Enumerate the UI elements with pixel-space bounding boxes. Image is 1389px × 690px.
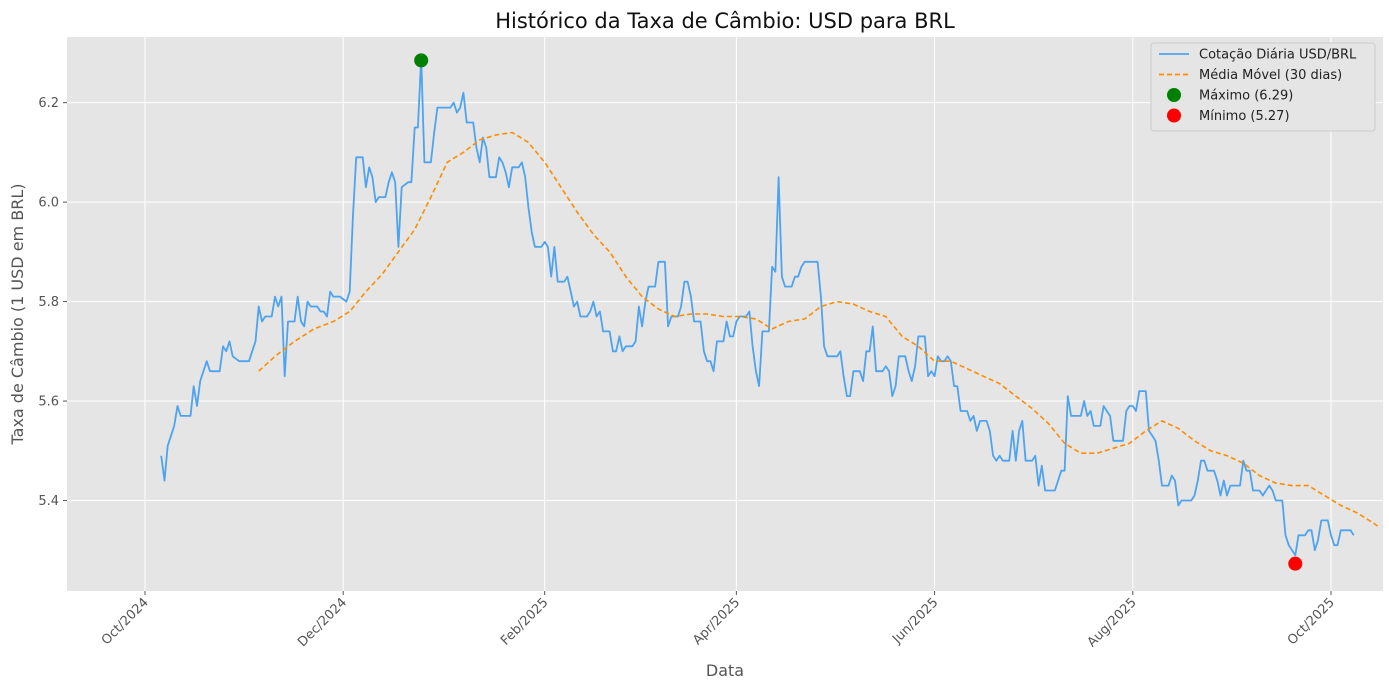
legend-swatch-max (1167, 88, 1181, 102)
y-tick-label: 5.8 (38, 295, 59, 310)
markers-layer (414, 53, 1303, 571)
y-tick-label: 5.6 (38, 395, 59, 410)
series-daily-rate-line (160, 57, 1355, 557)
legend-swatch-min (1167, 108, 1181, 123)
legend-label-min: Mínimo (5.27) (1199, 109, 1290, 124)
y-tick-label: 5.4 (38, 494, 59, 509)
legend-label-daily: Cotação Diária USD/BRL (1199, 48, 1357, 63)
max-point-marker (414, 53, 429, 68)
series-layer (160, 57, 1381, 557)
min-point-marker (1288, 556, 1303, 571)
x-axis-label: Data (706, 661, 744, 680)
y-axis-label: Taxa de Câmbio (1 USD em BRL) (8, 184, 27, 446)
legend: Cotação Diária USD/BRL Média Móvel (30 d… (1150, 42, 1376, 132)
chart-title: Histórico da Taxa de Câmbio: USD para BR… (495, 9, 955, 33)
legend-label-max: Máximo (6.29) (1199, 89, 1293, 104)
gridlines (67, 37, 1383, 591)
y-tick-label: 6.0 (38, 196, 59, 211)
legend-box (1150, 42, 1376, 132)
y-tick-label: 6.2 (38, 96, 59, 111)
series-moving-average-line (258, 131, 1381, 529)
legend-label-moving-average: Média Móvel (30 dias) (1199, 68, 1342, 83)
